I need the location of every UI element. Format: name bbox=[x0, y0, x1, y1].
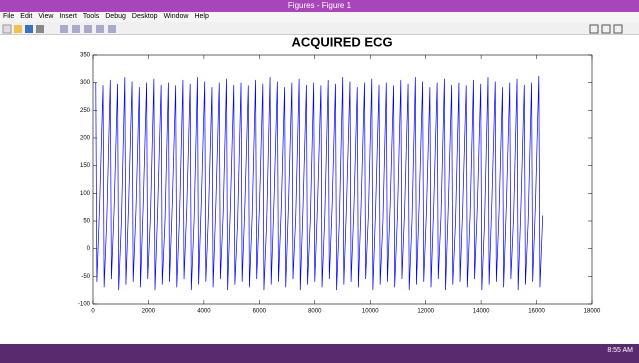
icon[interactable] bbox=[108, 25, 116, 33]
figure: ACQUIRED ECG -100 -50 0 50 100 150 200 250 300 35… bbox=[0, 35, 639, 344]
y-tick-label: -100 bbox=[78, 302, 91, 308]
menu-item[interactable]: Help bbox=[194, 13, 208, 20]
x-tick-label: 18000 bbox=[584, 309, 601, 315]
icon[interactable] bbox=[60, 25, 68, 33]
x-tick-label: 6000 bbox=[253, 309, 267, 315]
icon[interactable] bbox=[96, 25, 104, 33]
icon[interactable] bbox=[602, 25, 610, 33]
menu-item[interactable]: Edit bbox=[20, 13, 32, 20]
icon[interactable] bbox=[590, 25, 598, 33]
x-tick-label: 2000 bbox=[142, 309, 156, 315]
y-tick-label: 250 bbox=[80, 108, 91, 114]
x-tick-label: 4000 bbox=[197, 309, 211, 315]
y-tick-label: 100 bbox=[80, 191, 91, 197]
menu-item[interactable]: File bbox=[3, 13, 14, 20]
icon[interactable] bbox=[14, 25, 22, 33]
y-tick-label: -50 bbox=[81, 274, 90, 280]
menu-item[interactable]: Tools bbox=[83, 13, 99, 20]
chart-title: ACQUIRED ECG bbox=[291, 35, 392, 49]
x-tick-label: 10000 bbox=[362, 309, 379, 315]
x-tick-label: 8000 bbox=[308, 309, 322, 315]
menu-item[interactable]: Window bbox=[164, 13, 189, 20]
icon[interactable] bbox=[25, 25, 33, 33]
menu-item[interactable]: Debug bbox=[105, 13, 126, 20]
menu-item[interactable]: Desktop bbox=[132, 13, 158, 20]
x-tick-label: 0 bbox=[91, 309, 95, 315]
taskbar: 8:55 AM bbox=[0, 344, 639, 363]
y-tick-label: 150 bbox=[80, 163, 91, 169]
menu-item[interactable]: Insert bbox=[59, 13, 77, 20]
y-tick-label: 300 bbox=[80, 80, 91, 86]
x-tick-label: 16000 bbox=[528, 309, 545, 315]
y-tick-label: 0 bbox=[87, 246, 91, 252]
icon[interactable] bbox=[84, 25, 92, 33]
toolbar bbox=[0, 22, 639, 35]
y-tick-label: 50 bbox=[83, 219, 90, 225]
icon[interactable] bbox=[614, 25, 622, 33]
title-bar: Figures - Figure 1 bbox=[0, 0, 639, 12]
y-tick-label: 200 bbox=[80, 136, 91, 142]
y-tick-label: 350 bbox=[80, 53, 91, 59]
menu-item[interactable]: View bbox=[38, 13, 53, 20]
menu-bar: File Edit View Insert Tools Debug Desktop Windo… bbox=[0, 12, 639, 22]
matlab-window: Figures - Figure 1 File Edit View Insert Too… bbox=[0, 0, 639, 363]
x-tick-label: 14000 bbox=[473, 309, 490, 315]
icon[interactable] bbox=[72, 25, 80, 33]
toolbar-icons bbox=[0, 23, 639, 35]
icon[interactable] bbox=[36, 25, 44, 33]
clock: 8:55 AM bbox=[607, 347, 633, 354]
x-tick-label: 12000 bbox=[417, 309, 434, 315]
icon[interactable] bbox=[3, 25, 11, 33]
